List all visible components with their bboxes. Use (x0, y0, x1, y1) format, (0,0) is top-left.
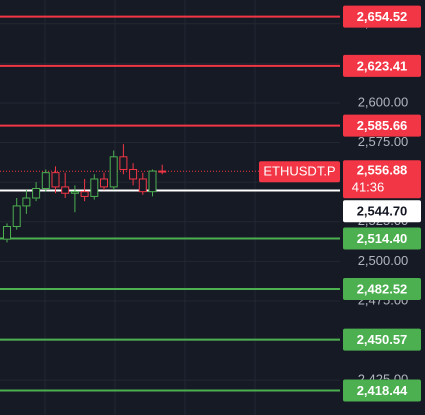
price-tag (343, 5, 421, 28)
candle-body (158, 170, 167, 173)
candle-body (119, 156, 128, 170)
price-tag (343, 379, 421, 402)
candle-body (109, 156, 118, 188)
price-tag (343, 227, 421, 250)
candle-body (32, 187, 41, 199)
symbol-label: ETHUSDT.P (263, 164, 335, 179)
candle-body (3, 226, 11, 240)
price-tag-label: 2,623.41 (357, 58, 408, 73)
price-tag-label: 2,544.70 (357, 204, 408, 219)
candle-body (90, 178, 99, 197)
candle-body (129, 168, 138, 180)
price-tag (343, 200, 421, 223)
candle-body (22, 197, 31, 207)
price-tag-label: 2,514.40 (357, 231, 408, 246)
price-tag (343, 54, 421, 77)
price-tag-label: 2,654.52 (357, 9, 408, 24)
price-tag (343, 160, 421, 199)
symbol-tag (259, 161, 340, 183)
price-tag-label: 2,482.52 (357, 281, 408, 296)
candle-body (148, 170, 157, 193)
price-tag (343, 114, 421, 137)
countdown: 41:36 (352, 180, 385, 195)
price-tag-label: 2,556.88 (357, 163, 408, 178)
candle-body (51, 172, 60, 188)
candle-body (12, 205, 21, 228)
candle-body (80, 191, 89, 197)
candle-body (61, 186, 70, 194)
candle-body (100, 178, 108, 188)
time-grid (44, 0, 256, 415)
candle-body (41, 172, 50, 189)
candle-body (70, 191, 79, 194)
price-tag (343, 278, 421, 301)
y-tick-label: 2,575.00 (358, 134, 409, 149)
price-tag-label: 2,450.57 (357, 332, 408, 347)
candle-body (138, 178, 147, 193)
price-tag-label: 2,585.66 (357, 118, 408, 133)
price-tag (343, 328, 421, 351)
price-tag-label: 2,418.44 (357, 383, 408, 398)
y-tick-label: 2,600.00 (358, 94, 409, 109)
y-tick-label: 2,500.00 (358, 253, 409, 268)
